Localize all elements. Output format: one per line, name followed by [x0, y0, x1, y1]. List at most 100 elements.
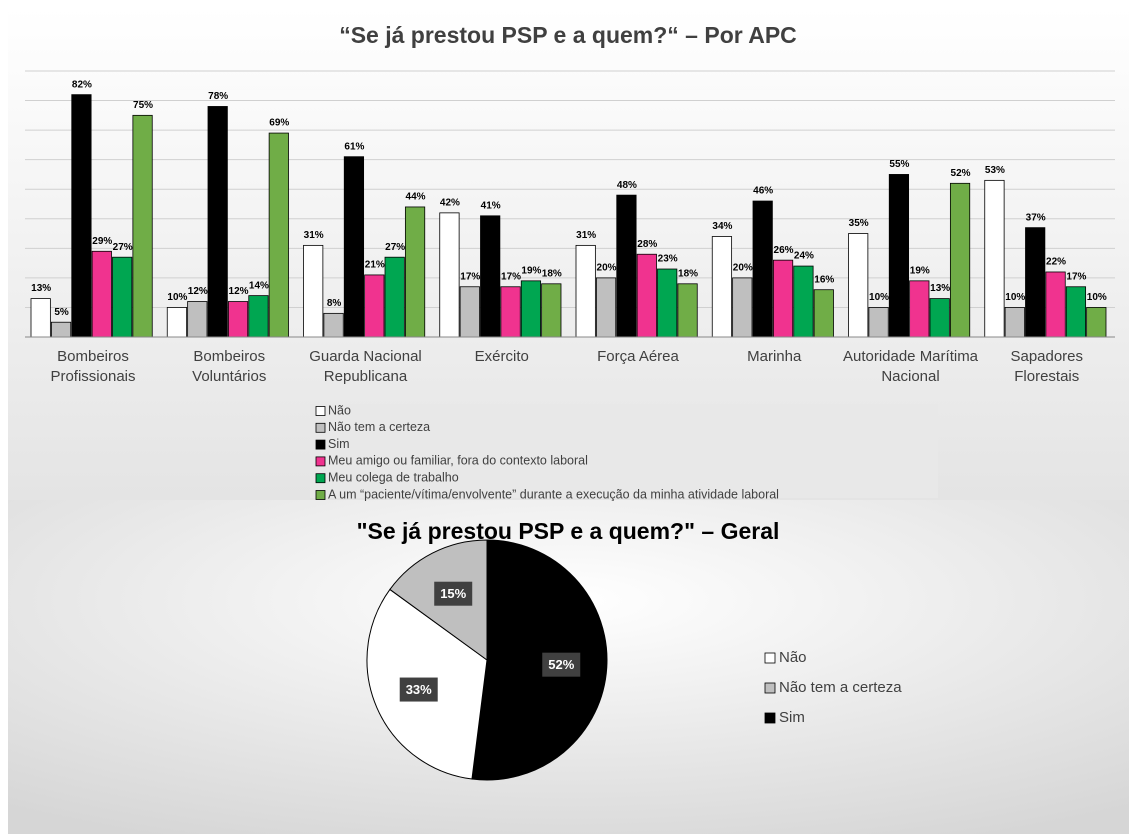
bar — [1045, 271, 1066, 338]
data-label: 19% — [910, 265, 930, 276]
data-label: 17% — [1066, 271, 1086, 282]
bar — [616, 194, 637, 338]
data-label: 46% — [753, 186, 773, 197]
data-label: 24% — [794, 251, 814, 262]
bar — [1065, 286, 1087, 338]
x-tick-label: Força Aérea — [597, 348, 679, 365]
data-label: 10% — [869, 292, 889, 303]
x-tick-label: Guarda Nacional Republicana — [309, 348, 422, 385]
bar — [575, 244, 596, 338]
x-tick-label: Exército — [474, 348, 529, 365]
bar — [732, 277, 753, 338]
data-label: 52% — [548, 657, 574, 672]
bar — [187, 301, 208, 338]
bar — [364, 274, 385, 338]
data-label: 18% — [542, 268, 562, 279]
data-label: 13% — [31, 283, 51, 294]
bar — [657, 268, 678, 338]
data-label: 28% — [637, 239, 657, 250]
data-label: 13% — [930, 283, 950, 294]
data-label: 52% — [951, 168, 971, 179]
bar — [404, 206, 426, 338]
bar — [1004, 307, 1025, 338]
bar — [227, 301, 249, 338]
bar — [343, 156, 365, 338]
bar — [520, 280, 542, 338]
data-label: 55% — [889, 159, 909, 170]
legend-swatch — [315, 406, 326, 416]
data-label: 27% — [113, 242, 133, 253]
bar — [888, 174, 910, 338]
data-label: 82% — [72, 79, 92, 90]
bar — [752, 200, 773, 338]
x-tick-label: Autoridade Marítima Nacional — [842, 348, 979, 385]
legend-label: Não tem a certeza — [328, 420, 430, 434]
data-label: 10% — [167, 292, 187, 303]
legend-swatch — [315, 490, 326, 500]
data-label: 17% — [460, 271, 480, 282]
data-label: 23% — [658, 254, 678, 265]
bar — [303, 244, 324, 338]
legend-swatch — [764, 652, 776, 664]
chart-title: "Se já prestou PSP e a quem?" – Geral — [357, 518, 780, 544]
data-label: 10% — [1087, 292, 1107, 303]
data-label: 75% — [133, 100, 153, 111]
data-label: 14% — [249, 280, 269, 291]
bar — [71, 94, 92, 338]
legend-label: Sim — [779, 709, 805, 726]
legend-swatch — [315, 473, 326, 484]
bar — [500, 286, 521, 338]
legend-swatch — [315, 456, 326, 467]
legend-swatch — [764, 682, 776, 694]
label-box — [399, 677, 438, 702]
x-tick-label: Bombeiros Profissionais — [50, 348, 136, 385]
legend-box — [310, 404, 938, 498]
chart-title: “Se já prestou PSP e a quem?“ – Por APC — [339, 22, 797, 48]
data-label: 16% — [814, 274, 834, 285]
bar — [711, 236, 733, 338]
bar — [459, 286, 480, 338]
data-label: 53% — [985, 165, 1005, 176]
legend-label: Não — [779, 649, 807, 666]
data-label: 29% — [92, 236, 112, 247]
data-label: 12% — [229, 286, 249, 297]
bar — [248, 295, 269, 338]
data-label: 20% — [733, 263, 753, 274]
data-label: 21% — [365, 260, 385, 271]
label-box — [542, 652, 581, 677]
legend-label: Não tem a certeza — [779, 679, 902, 696]
x-tick-label: Sapadores Florestais — [1010, 348, 1084, 385]
data-label: 5% — [54, 307, 69, 318]
bar — [813, 289, 834, 338]
bar — [848, 233, 869, 338]
bar — [166, 307, 188, 338]
bar — [541, 283, 562, 338]
data-label: 78% — [208, 91, 228, 102]
bar — [323, 312, 344, 338]
x-tick-label: Bombeiros Voluntários — [192, 348, 267, 385]
data-label: 37% — [1026, 212, 1046, 223]
bar — [636, 253, 657, 338]
data-label: 44% — [406, 192, 426, 203]
data-label: 42% — [440, 198, 460, 209]
bar — [384, 256, 405, 338]
legend-label: Meu amigo ou familiar, fora do contexto … — [328, 454, 588, 468]
data-label: 22% — [1046, 257, 1066, 268]
bar — [868, 307, 889, 338]
bar — [1086, 307, 1107, 338]
data-label: 34% — [712, 221, 732, 232]
data-label: 31% — [576, 230, 596, 241]
legend-label: Meu colega de trabalho — [328, 470, 459, 484]
bar — [132, 114, 153, 338]
bar — [30, 298, 51, 338]
data-label: 8% — [327, 298, 342, 309]
bar — [91, 250, 112, 338]
data-label: 35% — [849, 218, 869, 229]
data-label: 10% — [1005, 292, 1025, 303]
data-label: 18% — [678, 268, 698, 279]
bar — [480, 215, 501, 338]
bar — [677, 283, 698, 338]
bar — [268, 132, 289, 338]
